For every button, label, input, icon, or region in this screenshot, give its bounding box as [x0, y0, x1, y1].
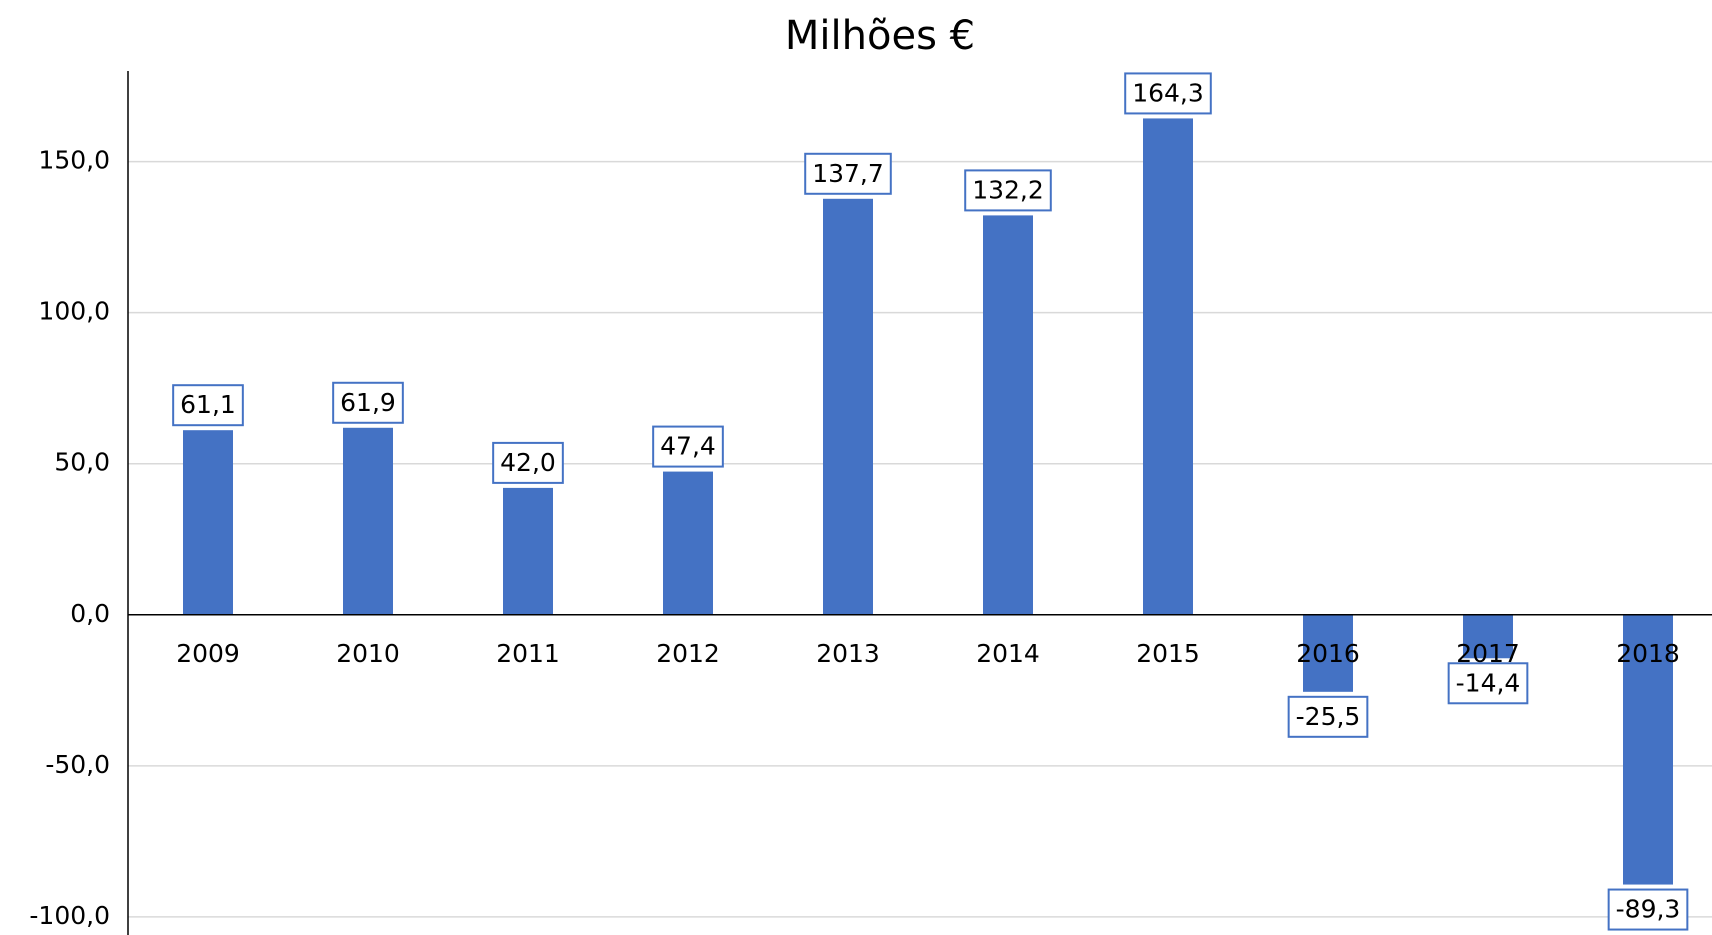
data-label: 47,4 [660, 432, 716, 461]
data-label-box [172, 384, 244, 427]
y-tick-label: 100,0 [38, 297, 110, 326]
data-label: 61,1 [180, 390, 236, 419]
x-tick-label: 2009 [176, 639, 240, 668]
x-tick-label: 2014 [976, 639, 1040, 668]
bar [183, 430, 233, 615]
bar [983, 215, 1033, 615]
x-tick-label: 2013 [816, 639, 880, 668]
data-label-box [652, 425, 724, 468]
y-tick-label: 50,0 [54, 448, 110, 477]
bar [1143, 118, 1193, 615]
y-tick-label: 150,0 [38, 146, 110, 175]
x-tick-label: 2012 [656, 639, 720, 668]
y-tick-label: -100,0 [29, 901, 110, 930]
x-tick-label: 2011 [496, 639, 560, 668]
x-tick-label: 2010 [336, 639, 400, 668]
bar [663, 471, 713, 615]
bar [1623, 614, 1673, 885]
bar [343, 427, 393, 615]
data-label: 137,7 [812, 159, 884, 188]
x-tick-label: 2018 [1616, 639, 1680, 668]
data-label: -25,5 [1296, 702, 1361, 731]
y-tick-label: -50,0 [45, 750, 110, 779]
data-label-box [964, 169, 1052, 212]
data-label-box [804, 152, 892, 195]
bar [503, 487, 553, 615]
data-label: 132,2 [972, 175, 1044, 204]
y-tick-label: 0,0 [70, 599, 110, 628]
data-label-box [332, 381, 404, 424]
data-label-box [492, 441, 564, 484]
data-label-box [1607, 888, 1689, 931]
data-label: 42,0 [500, 448, 556, 477]
chart-title: Milhões € [785, 13, 975, 59]
bar [823, 198, 873, 615]
data-label: 164,3 [1132, 78, 1204, 107]
data-label: -89,3 [1616, 895, 1681, 924]
data-label-box [1447, 662, 1529, 705]
data-label-box [1287, 695, 1369, 738]
bar [1463, 614, 1513, 659]
bar [1303, 614, 1353, 692]
data-label: -14,4 [1456, 668, 1521, 697]
x-tick-label: 2016 [1296, 639, 1360, 668]
data-label: 61,9 [340, 388, 396, 417]
data-label-box [1124, 72, 1212, 115]
x-tick-label: 2015 [1136, 639, 1200, 668]
